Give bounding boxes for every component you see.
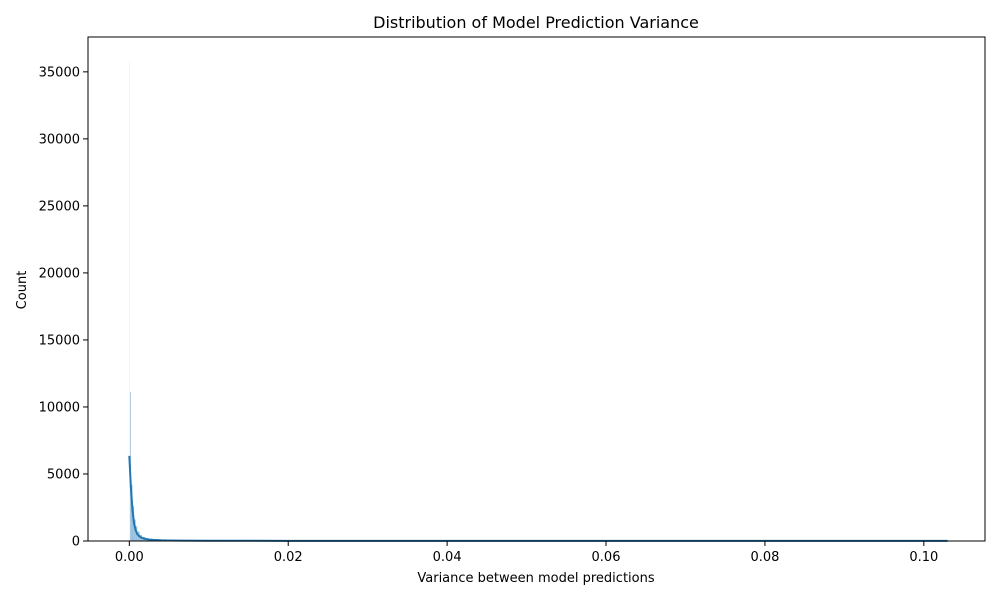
x-tick-label: 0.02 — [274, 550, 303, 565]
chart-title: Distribution of Model Prediction Varianc… — [373, 13, 699, 32]
axes-frame — [87, 36, 986, 542]
y-tick-label: 15000 — [39, 333, 80, 348]
x-tick-label: 0.10 — [909, 550, 938, 565]
x-tick-label: 0.00 — [115, 550, 144, 565]
y-tick-label: 0 — [72, 535, 80, 550]
y-tick-label: 10000 — [39, 400, 80, 415]
y-tick-label: 20000 — [39, 266, 80, 281]
y-tick-label: 30000 — [39, 132, 80, 147]
y-axis-ticks: 0 5000 10000 15000 20000 25000 30000 35000 — [39, 65, 88, 550]
x-tick-label: 0.04 — [433, 550, 462, 565]
histogram-bar — [129, 61, 131, 542]
x-tick-label: 0.06 — [592, 550, 621, 565]
histogram-bar — [130, 484, 133, 541]
y-tick-label: 25000 — [39, 199, 80, 214]
plot-area — [87, 36, 986, 542]
x-axis-label: Variance between model predictions — [417, 571, 654, 586]
x-tick-label: 0.08 — [750, 550, 779, 565]
x-axis-ticks: 0.00 0.02 0.04 0.06 0.08 0.10 — [115, 541, 938, 565]
y-tick-label: 5000 — [47, 467, 80, 482]
y-tick-label: 35000 — [39, 65, 80, 80]
y-axis-label: Count — [15, 271, 30, 310]
